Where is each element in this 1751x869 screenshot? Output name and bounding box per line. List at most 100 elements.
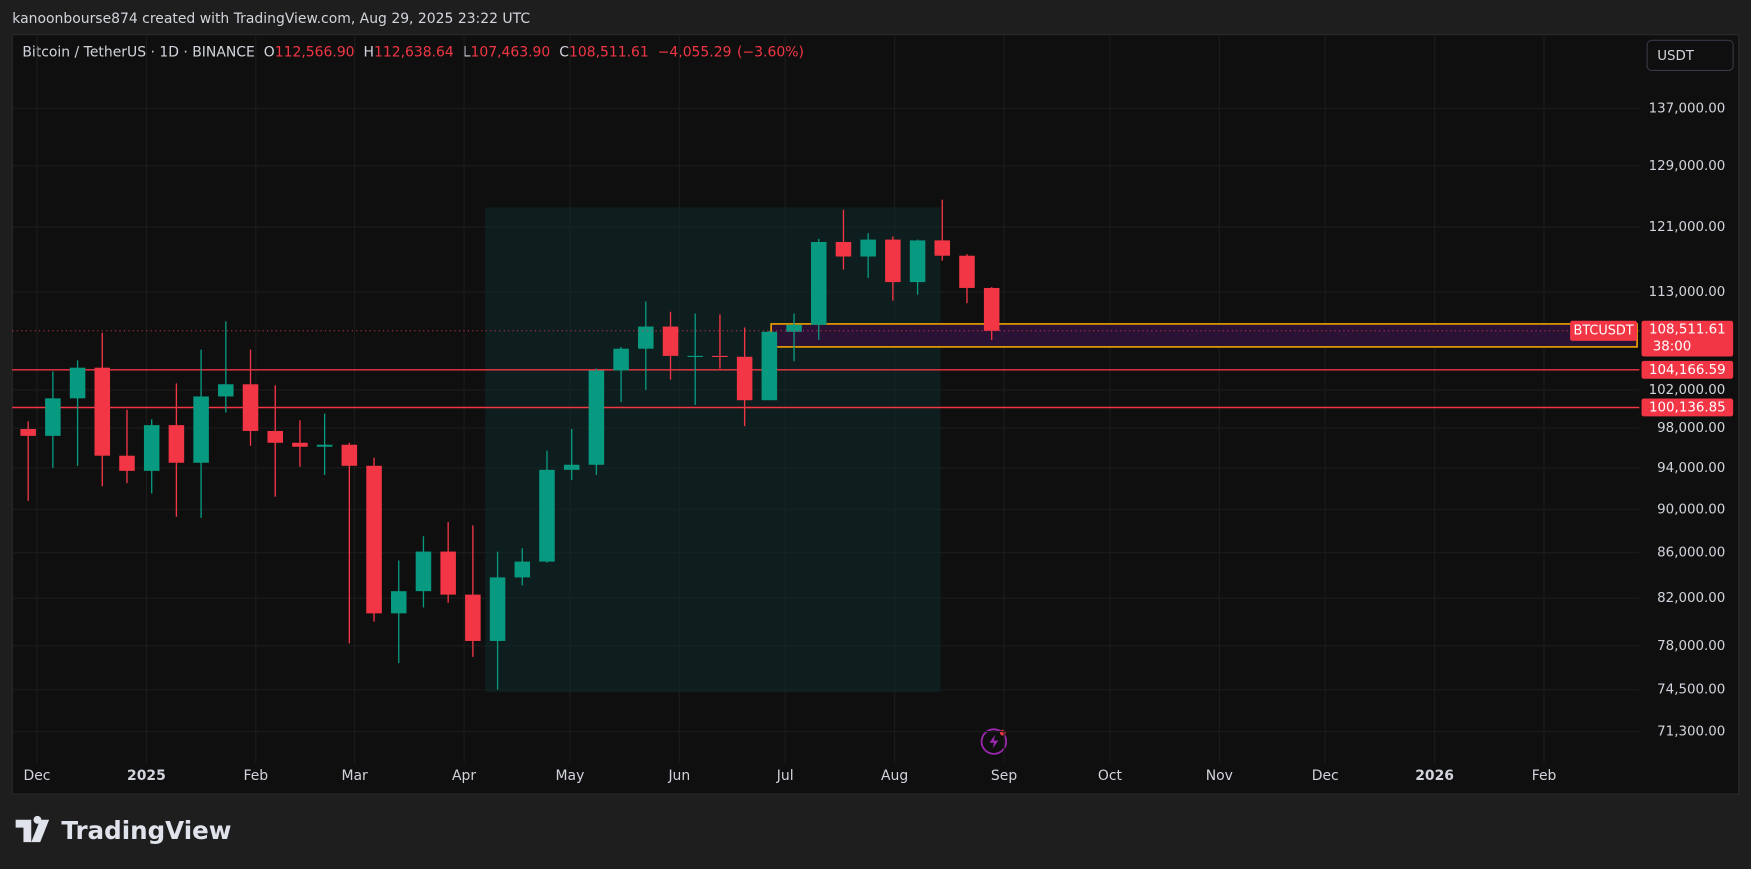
candle-body bbox=[415, 551, 432, 592]
candle-body bbox=[94, 367, 111, 456]
candle-body bbox=[860, 239, 876, 257]
candle-body bbox=[514, 561, 531, 578]
legend: Bitcoin / TetherUS · 1D · BINANCE O112,56… bbox=[22, 45, 804, 61]
candle-body bbox=[638, 326, 654, 349]
field-value: 112,638.64 bbox=[374, 45, 454, 61]
candle-body bbox=[736, 356, 753, 401]
y-tick-label: 82,000.00 bbox=[1657, 591, 1725, 606]
candle-body bbox=[218, 384, 234, 397]
symbol: Bitcoin / TetherUS · 1D · BINANCE bbox=[22, 45, 254, 61]
x-tick-label: Apr bbox=[452, 768, 476, 784]
x-tick-label: Jun bbox=[667, 768, 690, 784]
candle-body bbox=[489, 577, 506, 641]
ohlc-legend: Bitcoin / TetherUS · 1D · BINANCE O112,56… bbox=[22, 45, 804, 61]
candle-body bbox=[959, 255, 975, 288]
candle-body bbox=[761, 331, 778, 401]
last-price-label: 108,511.61 bbox=[1649, 323, 1726, 338]
candle-body bbox=[119, 455, 135, 471]
x-tick-label: Nov bbox=[1206, 768, 1233, 784]
x-tick-label: Dec bbox=[1312, 768, 1339, 784]
y-tick-label: 129,000.00 bbox=[1649, 159, 1726, 174]
candle-body bbox=[810, 241, 827, 325]
candle-body bbox=[662, 326, 679, 356]
price-tag bbox=[1641, 360, 1734, 379]
x-tick-label: Jul bbox=[776, 768, 794, 784]
candle-body bbox=[786, 324, 802, 332]
x-tick-label: May bbox=[556, 768, 585, 784]
brand-logo bbox=[15, 815, 50, 843]
change-percent: (−3.60%) bbox=[737, 45, 804, 61]
price-tag-label: 100,136.85 bbox=[1649, 400, 1726, 415]
candle-body bbox=[909, 240, 926, 283]
field-value: 107,463.90 bbox=[470, 45, 550, 61]
candle-body bbox=[366, 465, 382, 614]
x-tick-label: Feb bbox=[243, 768, 268, 784]
y-tick-label: 74,500.00 bbox=[1657, 683, 1725, 698]
candle-body bbox=[242, 384, 259, 431]
header-text: kanoonbourse874 created with TradingView… bbox=[12, 11, 530, 27]
change-value: −4,055.29 bbox=[658, 45, 732, 61]
field-label: O bbox=[264, 45, 275, 61]
symbol-tag bbox=[1570, 320, 1638, 341]
y-tick-label: 78,000.00 bbox=[1657, 639, 1725, 654]
y-tick-label: 86,000.00 bbox=[1657, 546, 1725, 561]
icon-ring bbox=[980, 728, 1008, 755]
y-tick-label: 121,000.00 bbox=[1649, 220, 1726, 235]
candle-body bbox=[835, 241, 852, 257]
zone-fill bbox=[770, 323, 1638, 348]
price-tag bbox=[1641, 398, 1734, 417]
candle-body bbox=[885, 239, 901, 283]
y-tick-label: 90,000.00 bbox=[1657, 502, 1725, 517]
candle-body bbox=[588, 370, 605, 465]
last-price-tag bbox=[1641, 320, 1734, 357]
candle-body bbox=[292, 442, 308, 447]
candle-body bbox=[143, 425, 160, 471]
candle-body bbox=[934, 240, 951, 256]
icon-dot bbox=[999, 729, 1006, 736]
y-tick-label: 94,000.00 bbox=[1657, 461, 1725, 476]
currency-button[interactable] bbox=[1646, 39, 1734, 72]
x-tick-label: 2025 bbox=[127, 768, 166, 784]
x-tick-label: Oct bbox=[1098, 768, 1123, 784]
x-tick-label: Mar bbox=[341, 768, 368, 784]
field-label: L bbox=[463, 45, 471, 61]
range-shade bbox=[485, 207, 941, 693]
candle-body bbox=[267, 430, 283, 443]
y-tick-label: 137,000.00 bbox=[1649, 101, 1726, 116]
candle-body bbox=[45, 398, 61, 436]
y-tick-label: 113,000.00 bbox=[1649, 285, 1726, 300]
candle-body bbox=[168, 425, 185, 463]
x-tick-label: Sep bbox=[991, 768, 1017, 784]
candle-body bbox=[563, 464, 580, 470]
price-tag-label: 104,166.59 bbox=[1649, 363, 1726, 378]
y-tick-label: 102,000.00 bbox=[1649, 383, 1726, 398]
currency: USDT bbox=[1657, 49, 1695, 64]
candle-body bbox=[390, 591, 407, 614]
candle-body bbox=[983, 287, 1000, 331]
field-label: C bbox=[559, 45, 569, 61]
x-tick-label: Feb bbox=[1532, 768, 1557, 784]
x-tick-label: Aug bbox=[881, 768, 908, 784]
candle-body bbox=[193, 396, 209, 463]
x-tick-label: Dec bbox=[23, 768, 50, 784]
y-tick-label: 98,000.00 bbox=[1657, 421, 1725, 436]
logo-mark bbox=[15, 815, 50, 843]
x-tick-label: 2026 bbox=[1415, 768, 1454, 784]
field-value: 112,566.90 bbox=[275, 45, 355, 61]
brand-name: TradingView bbox=[61, 816, 231, 845]
icon-bolt bbox=[989, 734, 999, 749]
candle-body bbox=[712, 355, 728, 357]
symbol-tag-label: BTCUSDT bbox=[1574, 323, 1634, 338]
candle-body bbox=[613, 348, 629, 371]
countdown: 38:00 bbox=[1653, 339, 1692, 354]
candle-body bbox=[341, 444, 358, 466]
candle-body bbox=[687, 355, 703, 357]
field-label: H bbox=[363, 45, 373, 61]
field-value: 108,511.61 bbox=[569, 45, 649, 61]
y-tick-label: 71,300.00 bbox=[1657, 725, 1725, 740]
candle-body bbox=[316, 444, 333, 447]
candle-body bbox=[465, 594, 481, 641]
candle-body bbox=[440, 551, 456, 595]
